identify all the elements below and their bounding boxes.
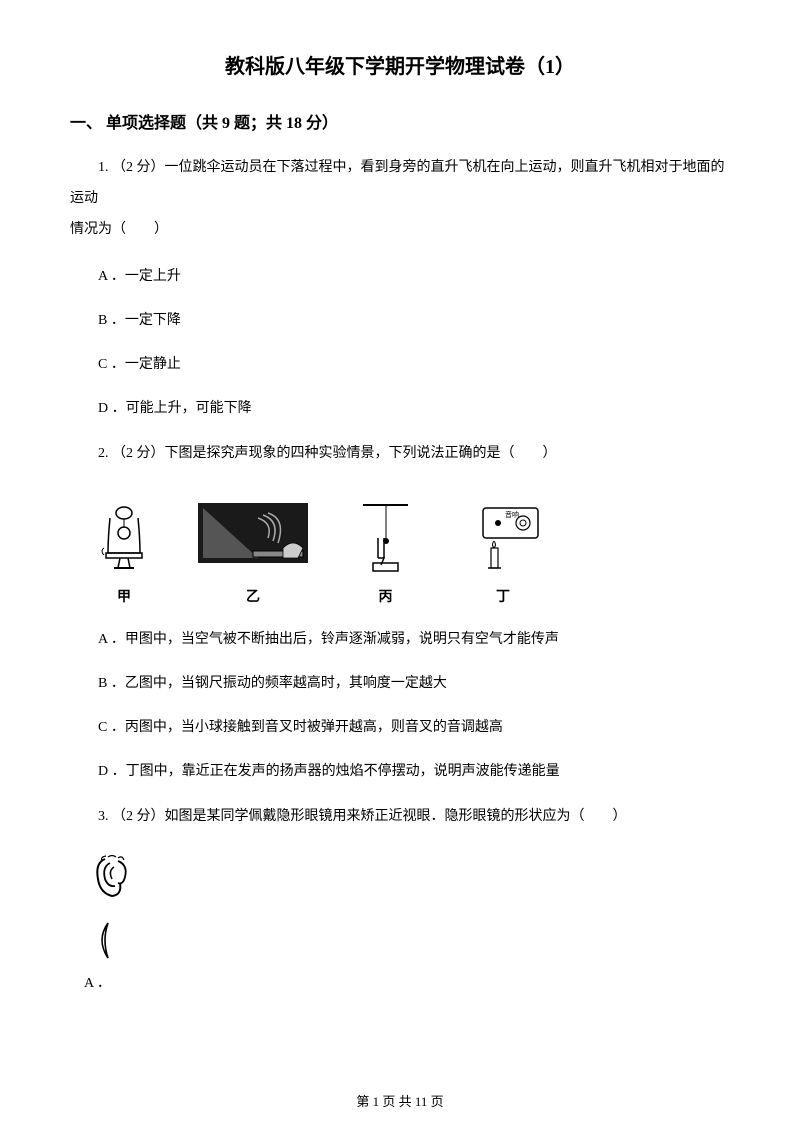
q2-option-a: A ．甲图中，当空气被不断抽出后，铃声逐渐减弱，说明只有空气才能传声 bbox=[70, 626, 730, 654]
q2-figure-jia: 甲 bbox=[100, 503, 148, 606]
q2-label-jia: 甲 bbox=[117, 586, 131, 606]
q2-figure-bing: 丙 bbox=[358, 503, 413, 606]
q2-option-d: D ．丁图中，靠近正在发声的扬声器的烛焰不停摆动，说明声波能传递能量 bbox=[70, 758, 730, 786]
q1-option-d: D ．可能上升，可能下降 bbox=[70, 395, 730, 423]
section-header: 一、 单项选择题（共 9 题；共 18 分） bbox=[70, 109, 730, 133]
q1-stem-line1: 1. （2 分）一位跳伞运动员在下落过程中，看到身旁的直升飞机在向上运动，则直升… bbox=[70, 153, 730, 215]
q2-label-yi: 乙 bbox=[246, 586, 260, 606]
page-title: 教科版八年级下学期开学物理试卷（1） bbox=[70, 50, 730, 79]
speaker-candle-icon: 音响 bbox=[463, 503, 543, 578]
q1-option-c: C ．一定静止 bbox=[70, 351, 730, 379]
ruler-vibration-icon bbox=[198, 503, 308, 578]
q2-label-ding: 丁 bbox=[496, 586, 510, 606]
q2-figure-yi: 乙 bbox=[198, 503, 308, 606]
q1-stem-line2: 情况为（ ） bbox=[70, 215, 730, 246]
q1-option-b: B ．一定下降 bbox=[70, 307, 730, 335]
bell-jar-icon bbox=[100, 503, 148, 578]
q2-stem: 2. （2 分）下图是探究声现象的四种实验情景，下列说法正确的是（ ） bbox=[70, 439, 730, 470]
svg-text:音响: 音响 bbox=[505, 510, 519, 519]
tuning-fork-icon bbox=[358, 503, 413, 578]
q1-option-a: A ．一定上升 bbox=[70, 263, 730, 291]
q2-option-c: C ．丙图中，当小球接触到音叉时被弹开越高，则音叉的音调越高 bbox=[70, 714, 730, 742]
q2-figure-row: 甲 乙 丙 bbox=[70, 488, 730, 616]
page-footer: 第 1 页 共 11 页 bbox=[0, 1091, 800, 1110]
q3-lens-shape-icon bbox=[70, 918, 730, 968]
q2-figure-ding: 音响 丁 bbox=[463, 503, 543, 606]
q2-option-b: B ．乙图中，当钢尺振动的频率越高时，其响度一定越大 bbox=[70, 670, 730, 698]
q2-label-bing: 丙 bbox=[379, 586, 393, 606]
q3-stem: 3. （2 分）如图是某同学佩戴隐形眼镜用来矫正近视眼．隐形眼镜的形状应为（ ） bbox=[70, 802, 730, 833]
q3-ear-icon bbox=[70, 851, 730, 906]
q3-option-a: A ． bbox=[70, 970, 730, 998]
